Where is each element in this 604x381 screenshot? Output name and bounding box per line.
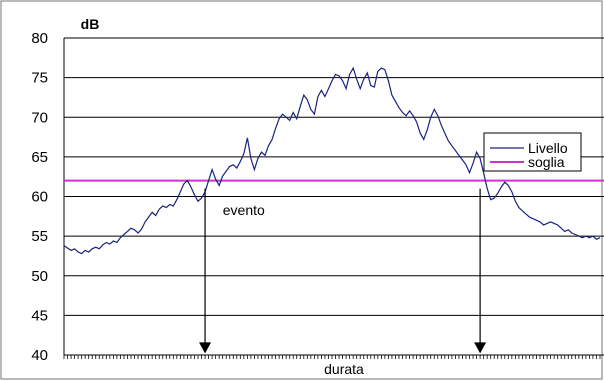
- x-axis-title: durata: [324, 361, 364, 377]
- y-tick-label-55: 55: [31, 228, 48, 245]
- y-tick-label-45: 45: [31, 307, 48, 324]
- y-tick-label-80: 80: [31, 30, 48, 47]
- event-arrow-head-2: [474, 342, 487, 354]
- y-tick-label-60: 60: [31, 189, 48, 206]
- y-tick-label-50: 50: [31, 268, 48, 285]
- y-tick-label-75: 75: [31, 70, 48, 87]
- legend-entry-soglia: soglia: [528, 154, 565, 170]
- y-tick-label-40: 40: [31, 347, 48, 364]
- series-line-livello: [63, 66, 601, 255]
- y-axis-title: dB: [81, 16, 100, 32]
- y-tick-labels: 40 45 50 55 60 65 70 75 80: [31, 30, 48, 364]
- event-arrows: [199, 188, 487, 354]
- gridlines: [64, 37, 604, 316]
- y-tick-label-70: 70: [31, 109, 48, 126]
- y-tick-label-65: 65: [31, 149, 48, 166]
- legend-entry-livello: Livello: [528, 140, 568, 156]
- legend: Livello soglia: [483, 132, 582, 172]
- event-arrow-head-1: [199, 342, 212, 354]
- legend-box: [483, 132, 582, 172]
- annotation-evento: evento: [223, 202, 265, 218]
- x-axis-ticks: [63, 355, 601, 359]
